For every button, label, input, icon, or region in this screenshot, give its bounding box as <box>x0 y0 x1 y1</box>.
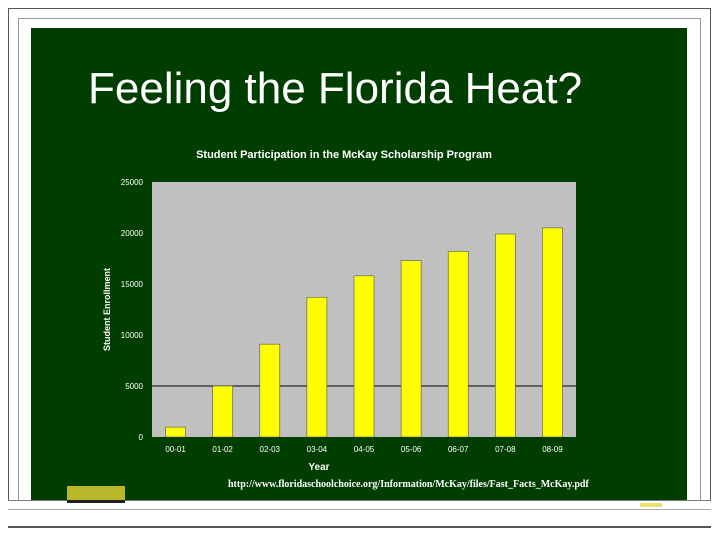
x-tick-label: 07-08 <box>495 445 516 454</box>
eraser-icon <box>67 486 125 503</box>
y-tick-label: 0 <box>139 433 144 442</box>
bar <box>212 385 233 438</box>
x-tick-label: 01-02 <box>212 445 233 454</box>
chalk-tray <box>8 500 711 527</box>
bar <box>542 227 563 438</box>
y-tick-label: 20000 <box>121 229 144 238</box>
x-tick-label: 04-05 <box>354 445 375 454</box>
y-tick-label: 25000 <box>121 178 144 187</box>
bar-chart: Student Participation in the McKay Schol… <box>102 149 576 473</box>
chart-container: Student Participation in the McKay Schol… <box>95 140 595 485</box>
bar <box>259 343 281 438</box>
bar <box>495 233 516 438</box>
slide-title: Feeling the Florida Heat? <box>88 64 583 113</box>
x-tick-label: 02-03 <box>260 445 281 454</box>
x-tick-label: 03-04 <box>307 445 328 454</box>
slide-frame-outer <box>8 8 711 528</box>
bar <box>400 260 422 438</box>
bar <box>353 275 375 438</box>
chalk-tray-ledge <box>8 509 711 527</box>
y-axis-label: Student Enrollment <box>102 268 112 351</box>
x-tick-label: 08-09 <box>542 445 563 454</box>
y-tick-label: 5000 <box>125 382 143 391</box>
bar <box>306 296 328 438</box>
bar <box>447 251 469 438</box>
y-tick-label: 10000 <box>121 331 144 340</box>
chart-title: Student Participation in the McKay Schol… <box>196 149 492 161</box>
x-tick-label: 05-06 <box>401 445 422 454</box>
bar <box>165 426 186 438</box>
y-tick-label: 15000 <box>121 280 144 289</box>
x-tick-label: 06-07 <box>448 445 469 454</box>
chalk-piece-icon <box>640 503 662 507</box>
x-tick-label: 00-01 <box>165 445 186 454</box>
source-link[interactable]: http://www.floridaschoolchoice.org/Infor… <box>228 479 589 490</box>
x-axis-label: Year <box>308 462 329 473</box>
